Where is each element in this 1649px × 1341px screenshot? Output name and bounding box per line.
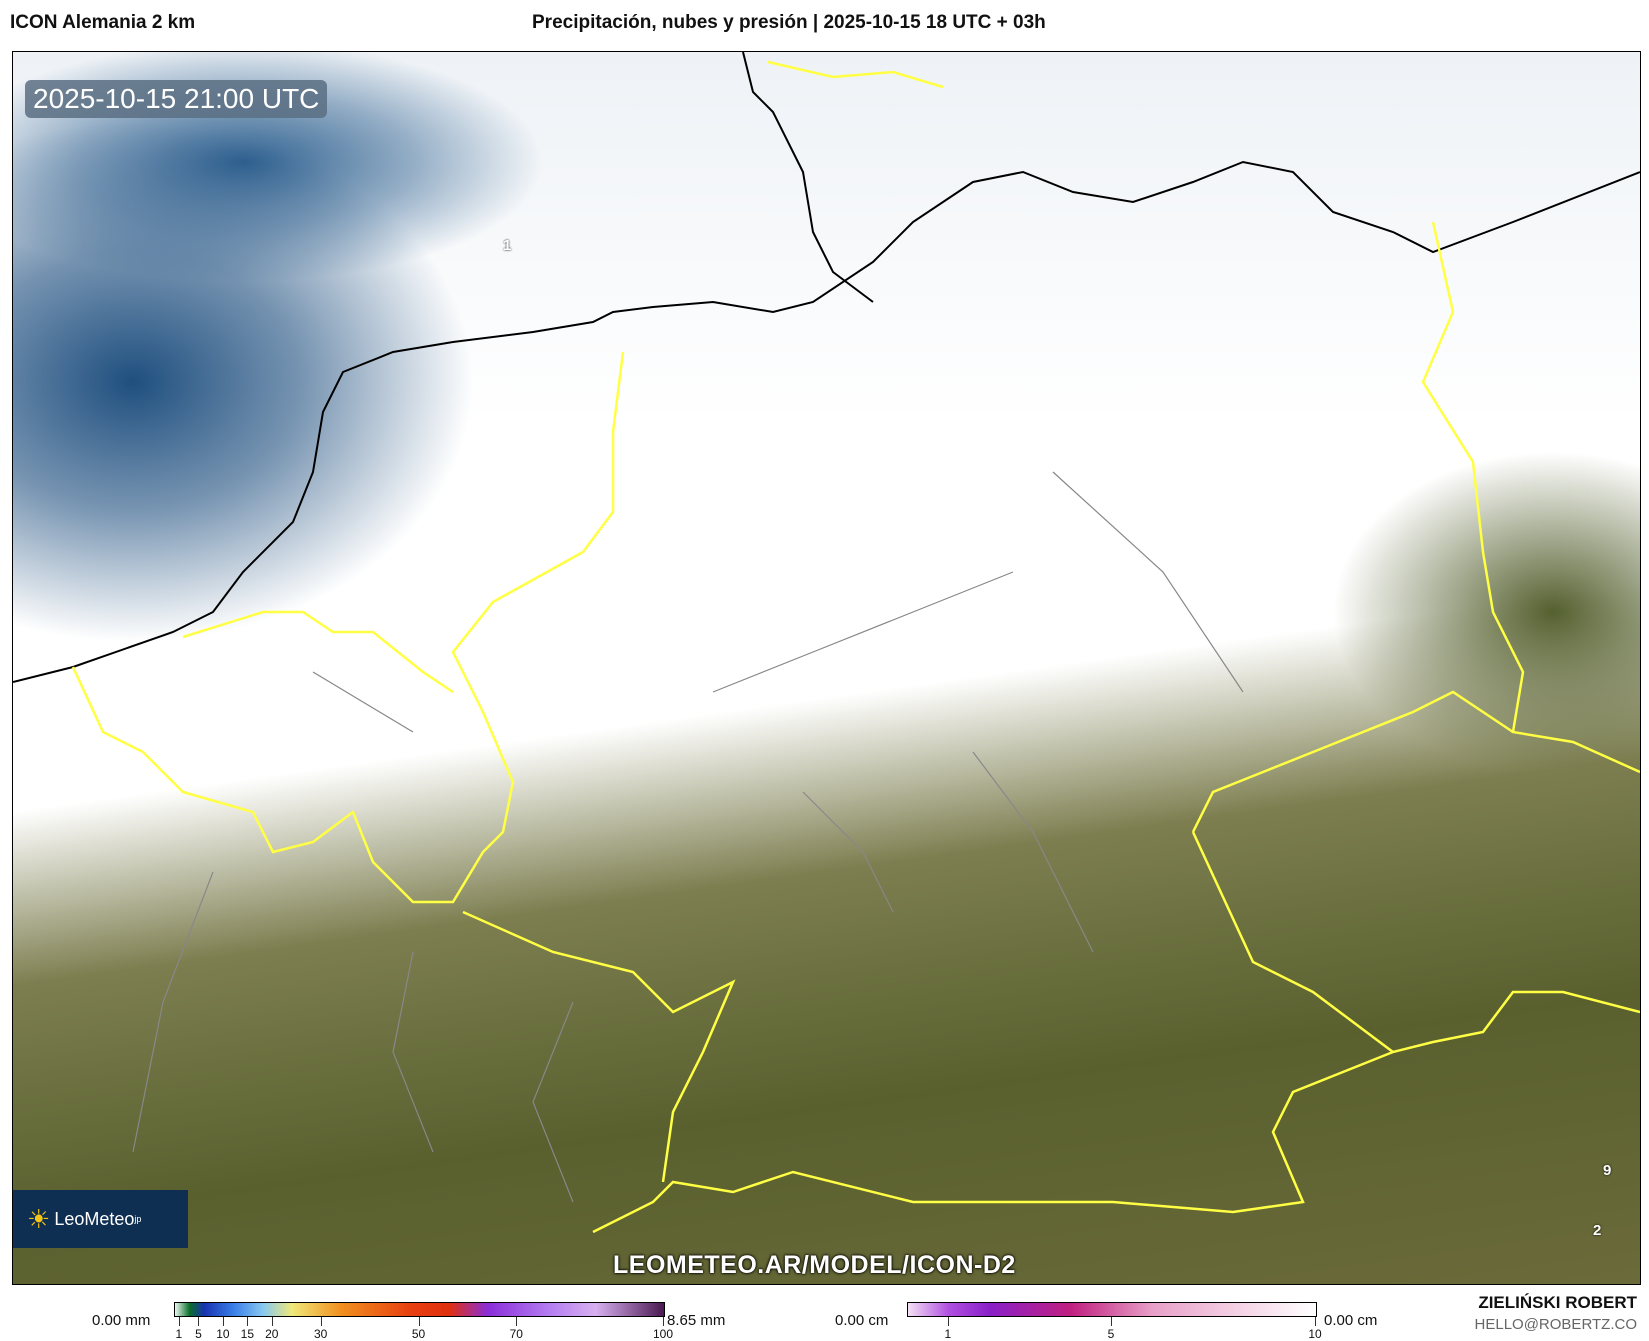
- precip-max-label: 8.65 mm: [667, 1312, 726, 1329]
- weather-map[interactable]: 2025-10-15 21:00 UTC 1 9 2 ☀ LeoMeteo jp L…: [12, 51, 1641, 1285]
- colorbar-tick: [418, 1317, 420, 1326]
- chart-title: Precipitación, nubes y presión | 2025-10…: [532, 12, 1046, 33]
- colorbar-tick-label: 100: [652, 1327, 674, 1341]
- colorbar-tick: [222, 1317, 224, 1326]
- map-outlines: [13, 52, 1640, 1234]
- coastline-north: [742, 52, 874, 303]
- colorbar-tick: [1315, 1317, 1316, 1326]
- colorbar-tick-label: 15: [240, 1327, 255, 1341]
- colorbar-tick: [198, 1317, 200, 1326]
- colorbar-tick: [947, 1317, 949, 1326]
- valid-time-badge: 2025-10-15 21:00 UTC: [25, 80, 328, 118]
- precip-colorbar: [174, 1302, 665, 1317]
- pressure-label: 9: [1603, 1162, 1612, 1179]
- colorbar-tick: [320, 1317, 322, 1326]
- colorbar-tick-label: 10: [216, 1327, 230, 1341]
- colorbar-tick-label: 70: [509, 1327, 523, 1341]
- snow-colorbar: [907, 1302, 1317, 1317]
- sun-icon: ☀: [27, 1203, 51, 1234]
- colorbar-tick: [271, 1317, 273, 1326]
- pressure-label: 1: [503, 237, 512, 254]
- author-name: ZIELIŃSKI ROBERT: [1478, 1293, 1637, 1312]
- colorbar-tick: [516, 1317, 518, 1326]
- region-borders: [132, 471, 1244, 1203]
- colorbar-tick: [247, 1317, 249, 1326]
- pressure-label: 2: [1593, 1222, 1602, 1239]
- leometeo-logo: ☀ LeoMeteo jp: [13, 1190, 188, 1248]
- colorbar-tick: [663, 1317, 664, 1326]
- colorbar-tick-label: 30: [314, 1327, 328, 1341]
- watermark-url: LEOMETEO.AR/MODEL/ICON-D2: [613, 1251, 1016, 1279]
- colorbar-tick-label: 1: [944, 1327, 952, 1341]
- country-border: [71, 60, 1640, 1234]
- colorbar-tick: [1111, 1317, 1112, 1326]
- colorbar-tick-label: 20: [265, 1327, 279, 1341]
- colorbar-tick-label: 50: [411, 1327, 426, 1341]
- colorbar-tick: [178, 1317, 180, 1326]
- author-email[interactable]: HELLO@ROBERTZ.CO: [1474, 1316, 1637, 1333]
- snow-max-label: 0.00 cm: [1324, 1312, 1378, 1329]
- colorbar-tick-label: 5: [1107, 1327, 1115, 1341]
- snow-min-label: 0.00 cm: [835, 1312, 889, 1329]
- precip-min-label: 0.00 mm: [92, 1312, 151, 1329]
- coastline: [13, 160, 1640, 683]
- model-name: ICON Alemania 2 km: [10, 12, 196, 33]
- colorbar-tick-label: 10: [1308, 1327, 1322, 1341]
- colorbar-tick-label: 1: [175, 1327, 183, 1341]
- colorbar-tick-label: 5: [195, 1327, 202, 1341]
